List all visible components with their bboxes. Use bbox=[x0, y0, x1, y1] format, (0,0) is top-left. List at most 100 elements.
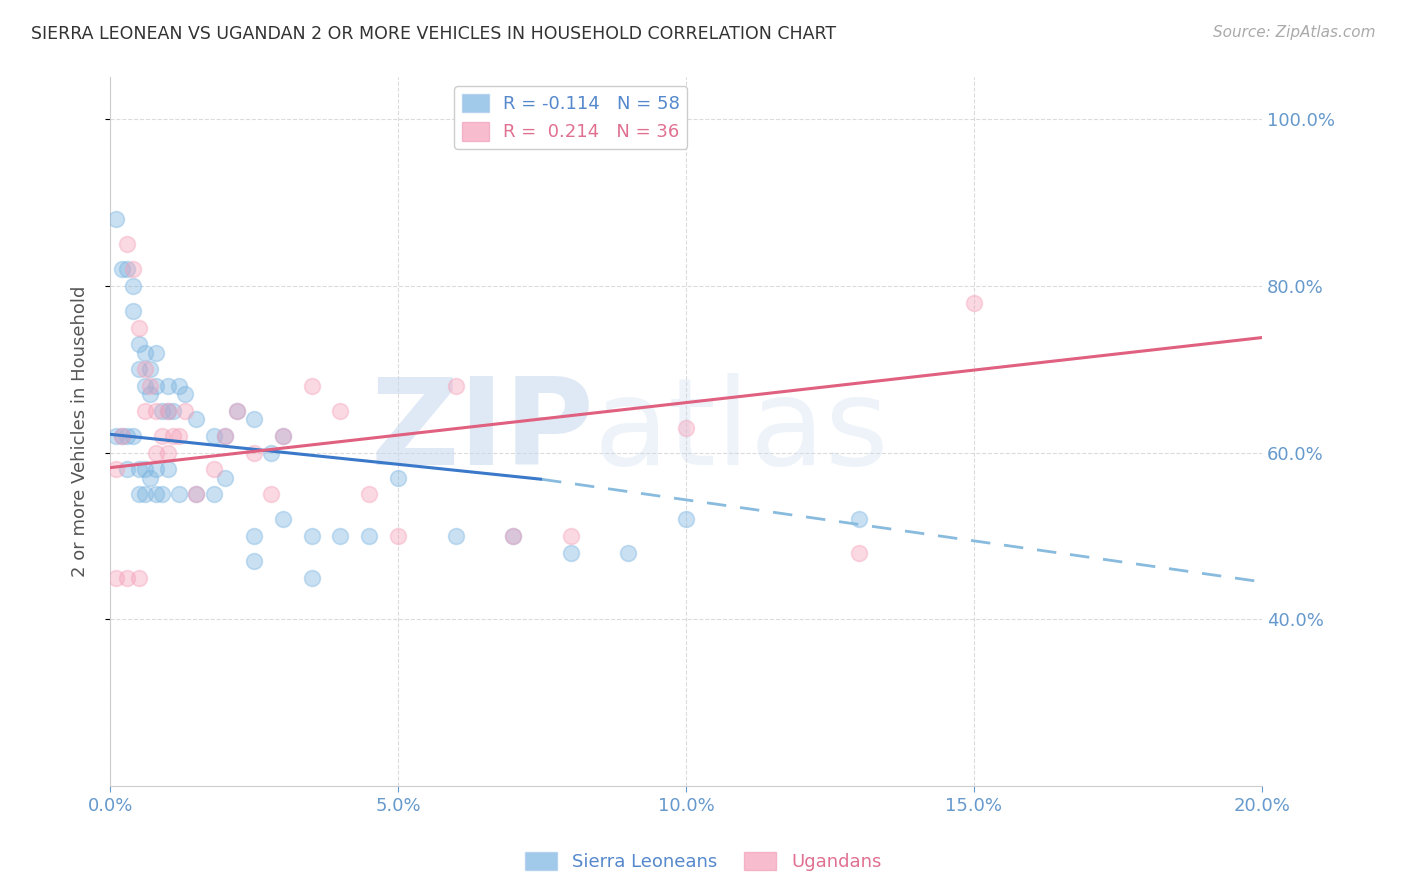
Point bbox=[156, 379, 179, 393]
Text: Source: ZipAtlas.com: Source: ZipAtlas.com bbox=[1212, 25, 1375, 40]
Point bbox=[139, 362, 162, 376]
Point bbox=[243, 412, 266, 426]
Y-axis label: 2 or more Vehicles in Household: 2 or more Vehicles in Household bbox=[72, 286, 89, 577]
Point bbox=[156, 445, 179, 459]
Point bbox=[186, 412, 208, 426]
Point bbox=[117, 262, 139, 277]
Point bbox=[128, 571, 150, 585]
Text: atlas: atlas bbox=[593, 373, 890, 491]
Point bbox=[167, 429, 190, 443]
Point bbox=[117, 237, 139, 252]
Legend: R = -0.114   N = 58, R =  0.214   N = 36: R = -0.114 N = 58, R = 0.214 N = 36 bbox=[454, 87, 688, 149]
Point bbox=[162, 429, 184, 443]
Point bbox=[329, 529, 352, 543]
Point bbox=[134, 379, 156, 393]
Point bbox=[145, 404, 167, 418]
Point bbox=[617, 546, 640, 560]
Point bbox=[145, 345, 167, 359]
Point bbox=[128, 320, 150, 334]
Point bbox=[134, 462, 156, 476]
Point bbox=[150, 429, 173, 443]
Point bbox=[202, 462, 225, 476]
Legend: Sierra Leoneans, Ugandans: Sierra Leoneans, Ugandans bbox=[517, 845, 889, 879]
Point bbox=[963, 295, 986, 310]
Point bbox=[848, 512, 870, 526]
Point bbox=[150, 404, 173, 418]
Point bbox=[214, 429, 236, 443]
Point bbox=[174, 387, 197, 401]
Point bbox=[444, 379, 467, 393]
Point bbox=[104, 212, 127, 227]
Point bbox=[186, 487, 208, 501]
Point bbox=[117, 462, 139, 476]
Point bbox=[271, 429, 294, 443]
Point bbox=[271, 512, 294, 526]
Point bbox=[117, 429, 139, 443]
Point bbox=[156, 404, 179, 418]
Point bbox=[560, 529, 582, 543]
Point bbox=[202, 487, 225, 501]
Point bbox=[243, 445, 266, 459]
Point bbox=[122, 429, 145, 443]
Point bbox=[162, 404, 184, 418]
Point bbox=[243, 529, 266, 543]
Point bbox=[301, 529, 323, 543]
Point bbox=[128, 487, 150, 501]
Point bbox=[134, 404, 156, 418]
Point bbox=[145, 445, 167, 459]
Point bbox=[174, 404, 197, 418]
Point bbox=[225, 404, 247, 418]
Point bbox=[186, 487, 208, 501]
Point bbox=[260, 445, 283, 459]
Point bbox=[156, 404, 179, 418]
Point bbox=[675, 420, 697, 434]
Point bbox=[214, 470, 236, 484]
Point bbox=[110, 429, 132, 443]
Point bbox=[122, 262, 145, 277]
Point bbox=[301, 571, 323, 585]
Point bbox=[271, 429, 294, 443]
Point bbox=[202, 429, 225, 443]
Point bbox=[675, 512, 697, 526]
Point bbox=[128, 462, 150, 476]
Point bbox=[117, 571, 139, 585]
Point bbox=[560, 546, 582, 560]
Point bbox=[110, 429, 132, 443]
Point bbox=[150, 487, 173, 501]
Point bbox=[122, 278, 145, 293]
Point bbox=[444, 529, 467, 543]
Point bbox=[225, 404, 247, 418]
Point bbox=[243, 554, 266, 568]
Point bbox=[359, 529, 381, 543]
Point bbox=[145, 487, 167, 501]
Point bbox=[104, 571, 127, 585]
Point bbox=[145, 379, 167, 393]
Point bbox=[134, 345, 156, 359]
Point bbox=[167, 379, 190, 393]
Point bbox=[139, 387, 162, 401]
Point bbox=[122, 304, 145, 318]
Point bbox=[260, 487, 283, 501]
Point bbox=[134, 362, 156, 376]
Point bbox=[329, 404, 352, 418]
Point bbox=[139, 470, 162, 484]
Point bbox=[502, 529, 524, 543]
Point bbox=[359, 487, 381, 501]
Point bbox=[134, 487, 156, 501]
Text: SIERRA LEONEAN VS UGANDAN 2 OR MORE VEHICLES IN HOUSEHOLD CORRELATION CHART: SIERRA LEONEAN VS UGANDAN 2 OR MORE VEHI… bbox=[31, 25, 837, 43]
Point bbox=[848, 546, 870, 560]
Point bbox=[167, 487, 190, 501]
Point bbox=[502, 529, 524, 543]
Point bbox=[110, 262, 132, 277]
Text: ZIP: ZIP bbox=[370, 373, 593, 491]
Point bbox=[156, 462, 179, 476]
Point bbox=[128, 337, 150, 351]
Point bbox=[104, 462, 127, 476]
Point bbox=[145, 462, 167, 476]
Point bbox=[128, 362, 150, 376]
Point bbox=[387, 529, 409, 543]
Point bbox=[301, 379, 323, 393]
Point bbox=[139, 379, 162, 393]
Point bbox=[387, 470, 409, 484]
Point bbox=[214, 429, 236, 443]
